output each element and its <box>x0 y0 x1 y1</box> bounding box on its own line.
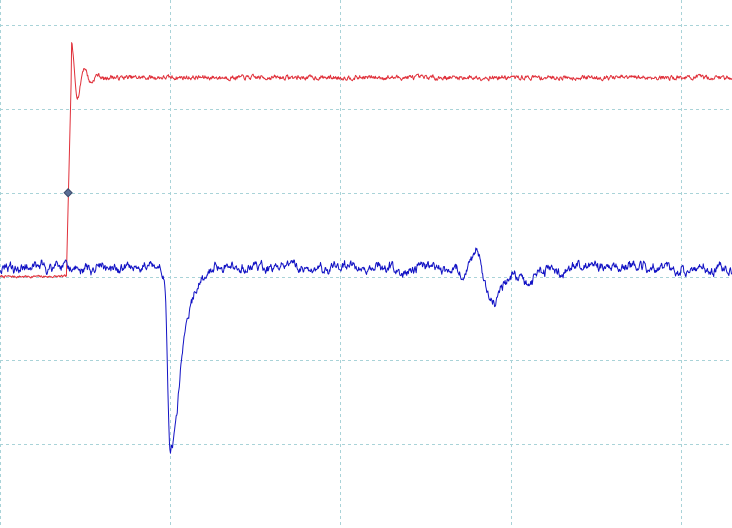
traces <box>0 42 732 454</box>
markers <box>63 188 73 198</box>
trigger-marker <box>63 188 73 198</box>
series-line-red <box>0 42 732 279</box>
series-line-blue <box>0 247 732 454</box>
